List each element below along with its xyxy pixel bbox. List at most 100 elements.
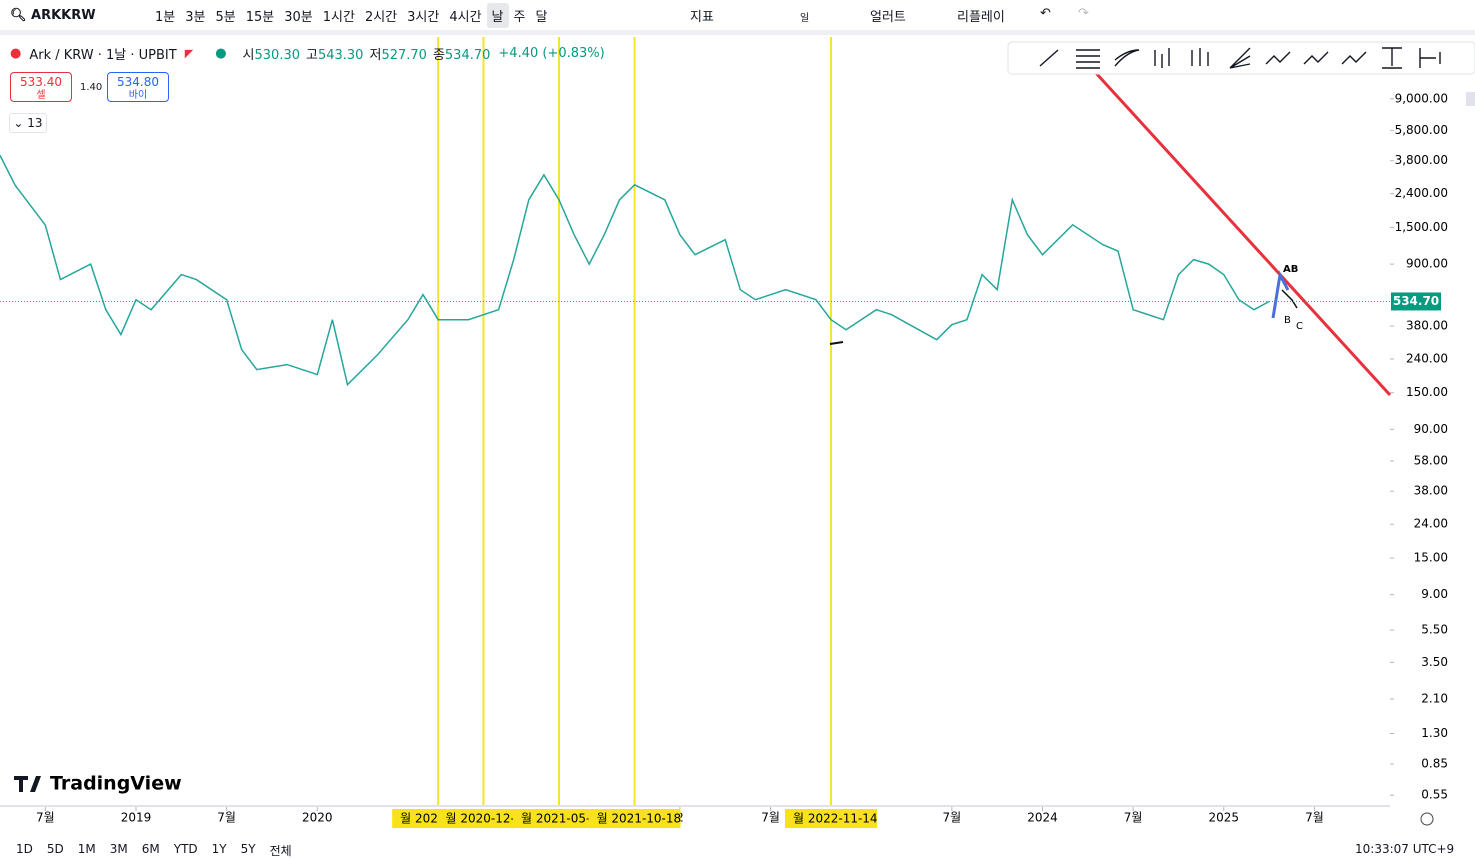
status-dot: ●	[215, 46, 227, 61]
interval-button[interactable]: 4시간	[449, 9, 482, 25]
highlight-label: 월 2020-12-	[445, 812, 514, 826]
y-tick-label: 90.00	[1414, 422, 1448, 436]
y-tick-label: 0.55	[1421, 788, 1448, 802]
y-tick-label: 9,000.00	[1395, 91, 1448, 105]
x-tick-label: 7월	[1305, 811, 1324, 825]
ohlc-value: 530.30	[254, 48, 301, 63]
tool-icon[interactable]	[1382, 47, 1402, 69]
settings-icon[interactable]	[1420, 812, 1434, 826]
tool-icon[interactable]	[1191, 48, 1209, 66]
ohlc-value: 527.70	[381, 48, 427, 63]
y-tick-label: 38.00	[1414, 484, 1448, 498]
branding: TradingView	[50, 773, 182, 795]
range-button[interactable]: YTD	[173, 842, 198, 856]
buy-button[interactable]: 534.80 바이	[107, 72, 169, 102]
x-tick-label: 7월	[1124, 811, 1143, 825]
highlight-label: 월 2021-10-18	[597, 812, 682, 826]
y-tick-label: 0.85	[1421, 756, 1448, 770]
wave-drawing	[1281, 289, 1298, 309]
y-tick-label: 380.00	[1406, 318, 1448, 332]
volume-baseline	[0, 805, 1390, 807]
x-tick-label: 7월	[761, 811, 780, 825]
indicators-button[interactable]: 지표	[690, 10, 714, 25]
interval-button[interactable]: 3시간	[407, 9, 440, 25]
y-tick-label: 3.50	[1421, 655, 1448, 669]
ohlc-item: 종534.70	[433, 44, 490, 63]
axes: 9,000.00 5,800.00 3,800.00 2,400.00 1,500.00…	[36, 91, 1448, 828]
wave-label: C	[1296, 321, 1303, 332]
tool-icon[interactable]	[1419, 48, 1441, 68]
symbol[interactable]: ARKKRW	[31, 7, 96, 23]
y-tick-label: 240.00	[1406, 351, 1448, 365]
tool-icon[interactable]	[1076, 49, 1100, 69]
interval-button[interactable]: 2시간	[364, 9, 398, 25]
y-tick-label: 9.00	[1421, 587, 1448, 601]
day-badge[interactable]: 일	[800, 13, 810, 24]
symbol-search[interactable]: 🔍︎ ARKKRW	[10, 7, 96, 23]
tool-icon[interactable]	[1303, 51, 1329, 65]
range-button[interactable]: 전체	[269, 844, 292, 858]
ohlc-value: 543.30	[317, 48, 364, 63]
tool-icon[interactable]	[1154, 48, 1170, 68]
legend: ● Ark / KRW · 1날 · UPBIT ◤ ● 시530.30 고543…	[10, 44, 605, 63]
buy-label: 바이	[128, 90, 148, 101]
highlight-label-bg	[784, 809, 877, 828]
range-button[interactable]: 3M	[109, 842, 128, 856]
interval-button[interactable]: 주	[513, 9, 526, 25]
highlight-label-bg	[588, 809, 681, 828]
x-tick-label: 2024	[1027, 811, 1058, 825]
interval-button[interactable]: 15분	[245, 9, 275, 25]
y-tick-label: 15.00	[1414, 550, 1448, 564]
range-bar: 1D 5D 1M 3M 6M YTD 1Y 5Y 전체	[16, 842, 292, 859]
tool-icon[interactable]	[1341, 51, 1367, 65]
interval-button[interactable]: 5분	[215, 9, 236, 25]
y-tick-label: 5.50	[1421, 622, 1448, 636]
alert-button[interactable]: 얼러트	[870, 10, 906, 25]
annotations	[437, 37, 832, 805]
last-price-bg	[1391, 292, 1441, 311]
interval-button[interactable]: 1분	[155, 9, 176, 25]
replay-button[interactable]: 리플레이	[957, 10, 1005, 25]
range-button[interactable]: 1Y	[211, 842, 227, 856]
y-tick-label: 5,800.00	[1395, 123, 1448, 137]
tool-icon[interactable]	[1229, 47, 1251, 69]
range-button[interactable]: 5D	[46, 842, 64, 856]
interval-button[interactable]: 3분	[185, 9, 206, 25]
redo[interactable]: ↷	[1078, 6, 1089, 21]
ohlc-item: 시530.30	[243, 44, 300, 63]
range-button[interactable]: 6M	[141, 842, 160, 856]
undo[interactable]: ↶	[1040, 6, 1051, 21]
y-tick-label: 24.00	[1414, 517, 1448, 531]
tool-icon[interactable]	[1039, 49, 1059, 67]
logo	[14, 776, 41, 792]
legend-title: Ark / KRW · 1날 · UPBIT	[29, 48, 177, 63]
x-tick-label: 7월	[36, 811, 55, 825]
wave-label: B	[1284, 315, 1291, 326]
spread: 1.40	[80, 82, 103, 93]
y-tick-label: 2.10	[1421, 692, 1448, 706]
y-tick-label: 1.30	[1421, 726, 1448, 740]
highlight-label: 월 2022-11-14	[793, 812, 878, 826]
indicators-count: 13	[27, 116, 43, 130]
interval-button[interactable]: 달	[535, 9, 548, 25]
sell-label: 셀	[36, 90, 46, 101]
range-button[interactable]: 5Y	[240, 842, 256, 856]
ohlc-label: 고	[306, 48, 318, 63]
ohlc-label: 시	[242, 48, 255, 63]
interval-button[interactable]: 1시간	[322, 9, 355, 25]
interval-button[interactable]: 날	[486, 2, 509, 28]
range-button[interactable]: 1D	[16, 842, 33, 856]
y-tick-label: 58.00	[1414, 453, 1448, 467]
interval-button[interactable]: 30분	[284, 9, 313, 25]
x-tick-label: 7월	[217, 811, 236, 825]
tool-icon[interactable]	[1114, 49, 1140, 67]
sell-button[interactable]: 533.40 셀	[10, 72, 72, 102]
range-button[interactable]: 1M	[77, 842, 96, 856]
indicators-toggle[interactable]: ⌄ 13	[9, 113, 47, 133]
ohlc-label: 종	[432, 48, 445, 63]
tool-icon[interactable]	[1265, 51, 1291, 65]
price-line	[0, 154, 1270, 387]
last-price-label: 534.70	[1393, 294, 1439, 308]
